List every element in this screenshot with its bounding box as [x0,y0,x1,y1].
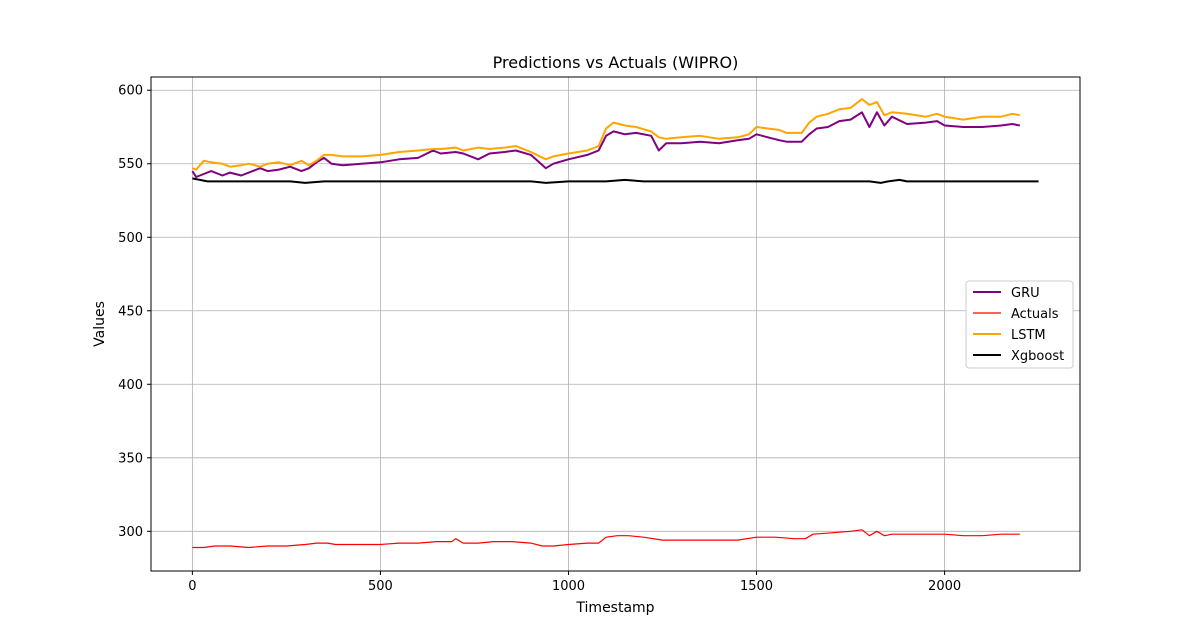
y-tick-label: 400 [118,378,143,393]
legend-label-xgboost: Xgboost [1011,349,1064,364]
x-tick-label: 2000 [928,579,961,594]
y-tick-label: 300 [118,525,143,540]
series-line-lstm [192,98,1020,171]
legend-box [965,280,1074,369]
series-lines [191,98,1039,549]
legend-label-actuals: Actuals [1011,307,1059,322]
chart-title: Predictions vs Actuals (WIPRO) [493,53,739,72]
y-tick-label: 600 [118,84,143,99]
series-line-actuals [192,529,1020,549]
x-tick-label: 1500 [740,579,773,594]
plot-frame [150,76,1081,572]
y-axis-label: Values [92,301,108,347]
x-tick-label: 500 [368,579,393,594]
axis-ticks: 0 500 1000 1500 2000 300 350 400 450 500 550 600 [118,84,961,594]
series-line-gru [191,111,1020,178]
x-tick-label: 0 [188,579,196,594]
y-tick-label: 550 [118,157,143,172]
y-tick-label: 350 [118,451,143,466]
legend: GRU Actuals LSTM Xgboost [965,280,1074,369]
legend-label-lstm: LSTM [1011,328,1046,343]
y-tick-label: 500 [118,231,143,246]
x-axis-label: Timestamp [575,600,654,616]
y-tick-label: 450 [118,304,143,319]
series-line-xgboost [192,177,1039,184]
legend-label-gru: GRU [1011,286,1040,301]
x-tick-label: 1000 [552,579,585,594]
